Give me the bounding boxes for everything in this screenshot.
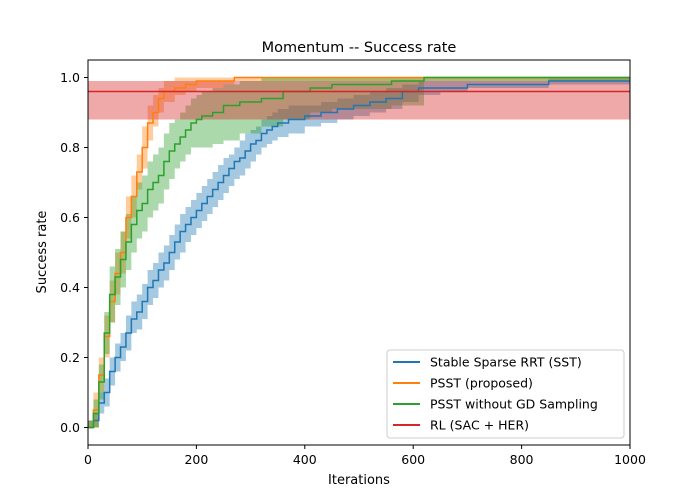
series-band-3: [88, 81, 630, 120]
legend-box: [386, 349, 625, 439]
x-tick-label: 400: [293, 452, 317, 467]
y-tick-label: 1.0: [60, 70, 80, 85]
x-tick-label: 600: [401, 452, 425, 467]
legend: Stable Sparse RRT (SST) PSST (proposed) PS…: [386, 349, 625, 439]
x-axis-label: Iterations: [328, 473, 390, 488]
chart-title: Momentum -- Success rate: [262, 40, 457, 56]
y-tick-label: 0.2: [60, 350, 80, 365]
y-axis-label: Success rate: [35, 211, 50, 294]
legend-label-0: Stable Sparse RRT (SST): [430, 355, 582, 370]
y-axis: 0.0 0.2 0.4 0.6 0.8 1.0: [60, 70, 88, 435]
plot-area: [88, 76, 630, 429]
x-tick-label: 200: [184, 452, 208, 467]
y-tick-label: 0.8: [60, 140, 80, 155]
series-line-2: [88, 76, 630, 429]
y-tick-label: 0.0: [60, 420, 80, 435]
legend-label-1: PSST (proposed): [430, 376, 533, 391]
plot-frame: [87, 59, 631, 446]
y-tick-label: 0.4: [60, 280, 80, 295]
series-line-1: [88, 76, 630, 429]
legend-label-3: RL (SAC + HER): [430, 418, 529, 433]
series-band-0: [88, 77, 630, 428]
x-tick-label: 1000: [614, 452, 646, 467]
x-tick-label: 800: [510, 452, 534, 467]
legend-label-2: PSST without GD Sampling: [430, 397, 598, 412]
y-tick-label: 0.6: [60, 210, 80, 225]
series-line-0: [88, 80, 630, 429]
x-axis: 0 200 400 600 800 1000: [84, 445, 646, 467]
x-tick-label: 0: [84, 452, 92, 467]
